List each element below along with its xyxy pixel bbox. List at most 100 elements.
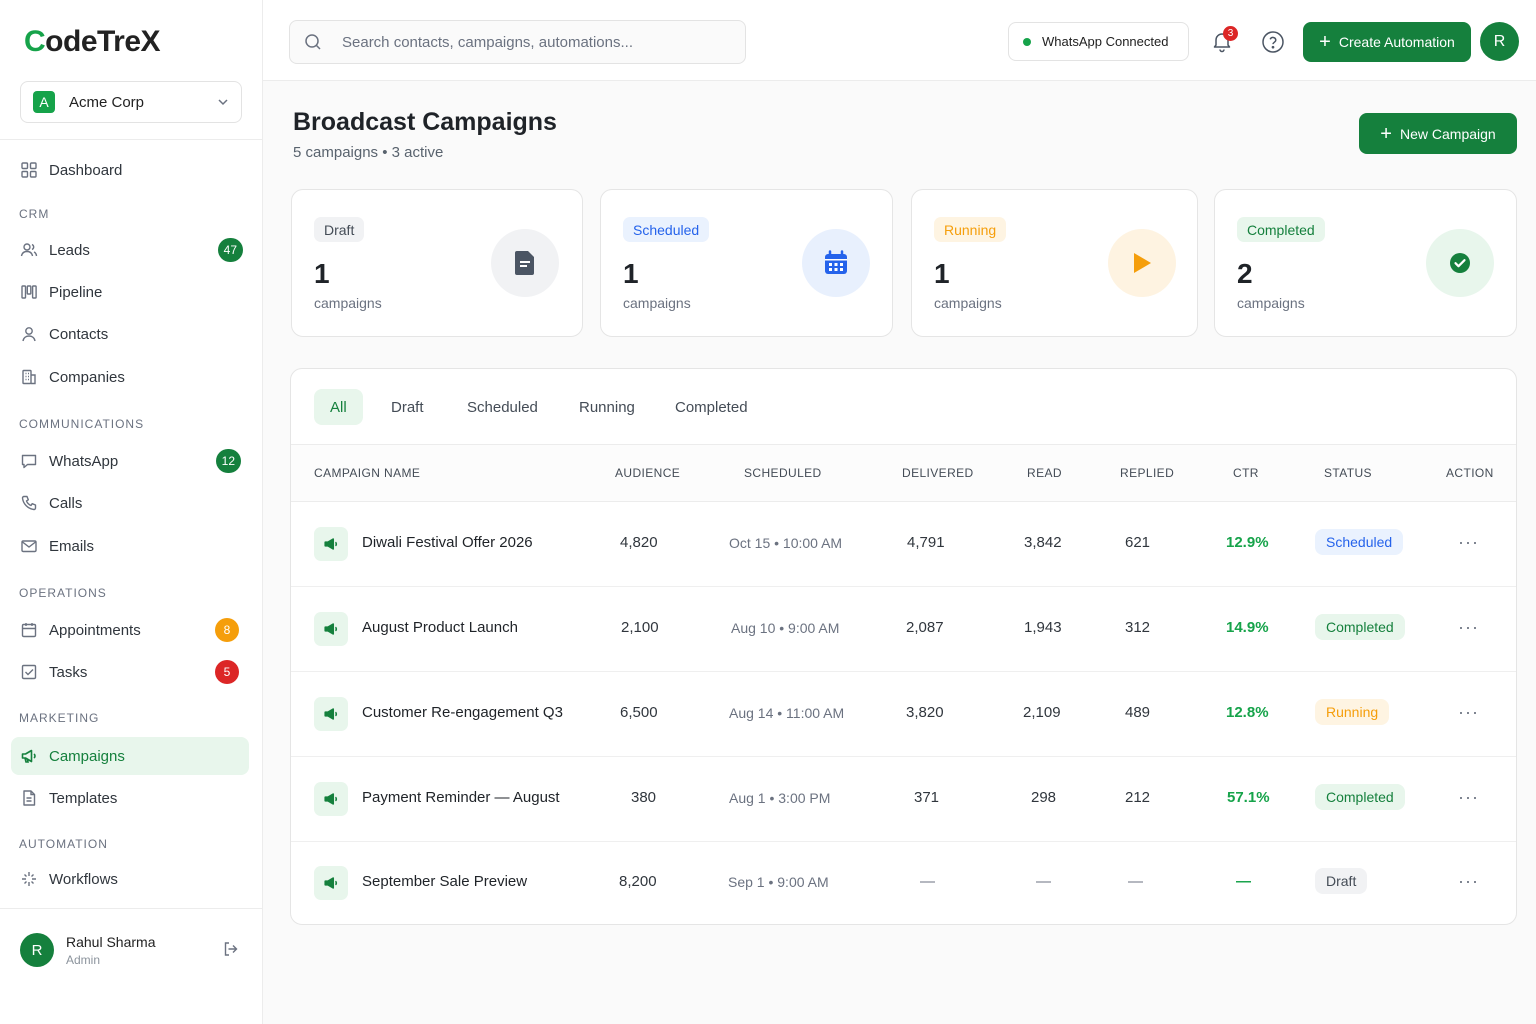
search-box[interactable] <box>289 20 746 64</box>
campaign-name[interactable]: Customer Re-engagement Q3 <box>362 704 563 721</box>
sidebar-item-pipeline[interactable]: Pipeline <box>11 273 249 311</box>
more-icon[interactable]: ··· <box>1458 532 1479 552</box>
table-row[interactable]: September Sale Preview 8,200 Sep 1 • 9:0… <box>291 842 1516 924</box>
audience-value: 4,820 <box>620 534 658 551</box>
sidebar-item-label: Contacts <box>49 325 109 343</box>
stat-label: campaigns <box>934 295 1002 311</box>
avatar[interactable]: R <box>1480 22 1519 61</box>
search-input[interactable] <box>342 33 722 51</box>
logout-icon[interactable] <box>222 940 240 963</box>
sidebar-item-label: Tasks <box>49 663 88 681</box>
sidebar-item-label: Calls <box>49 494 83 512</box>
whatsapp-status[interactable]: WhatsApp Connected <box>1008 22 1189 61</box>
notifications-button[interactable]: 3 <box>1210 26 1238 58</box>
megaphone-icon <box>20 747 38 765</box>
column-header: ACTION <box>1446 466 1494 480</box>
sidebar-item-label: Companies <box>49 368 125 386</box>
sidebar-item-leads[interactable]: Leads 47 <box>11 231 249 269</box>
section-label-crm: CRM <box>19 207 50 221</box>
campaign-name[interactable]: September Sale Preview <box>362 873 528 890</box>
tab-all[interactable]: All <box>314 389 363 425</box>
stat-card-draft[interactable]: Draft 1 campaigns <box>291 189 583 337</box>
sidebar-item-dashboard[interactable]: Dashboard <box>11 151 249 189</box>
column-header[interactable]: STATUS <box>1324 466 1372 480</box>
org-name: Acme Corp <box>69 93 145 111</box>
column-header[interactable]: SCHEDULED <box>744 466 822 480</box>
checkbox-icon <box>20 663 38 681</box>
scheduled-value: Aug 10 • 9:00 AM <box>731 620 840 636</box>
help-button[interactable] <box>1261 30 1285 59</box>
sidebar-item-calls[interactable]: Calls <box>11 484 249 522</box>
sidebar-item-label: Leads <box>49 241 90 259</box>
campaign-name[interactable]: August Product Launch <box>362 619 518 636</box>
column-header[interactable]: AUDIENCE <box>615 466 681 480</box>
building-icon <box>20 368 38 386</box>
calendar-icon <box>802 229 870 297</box>
column-header[interactable]: CAMPAIGN NAME <box>314 466 421 480</box>
campaign-name[interactable]: Payment Reminder — August <box>362 789 560 806</box>
user-profile[interactable]: R Rahul Sharma Admin <box>20 930 244 970</box>
table-row[interactable]: Diwali Festival Offer 2026 4,820 Oct 15 … <box>291 502 1516 587</box>
notification-badge: 3 <box>1223 26 1238 41</box>
table-row[interactable]: Customer Re-engagement Q3 6,500 Aug 14 •… <box>291 672 1516 757</box>
sidebar-item-appointments[interactable]: Appointments 8 <box>11 611 249 649</box>
table-row[interactable]: August Product Launch 2,100 Aug 10 • 9:0… <box>291 587 1516 672</box>
sidebar-item-tasks[interactable]: Tasks 5 <box>11 653 249 691</box>
sidebar-item-companies[interactable]: Companies <box>11 358 249 396</box>
tab-scheduled[interactable]: Scheduled <box>467 398 538 416</box>
replied-value: 212 <box>1125 789 1151 806</box>
ctr-value: 14.9% <box>1226 619 1269 636</box>
more-icon[interactable]: ··· <box>1458 871 1479 891</box>
megaphone-icon <box>314 527 348 561</box>
more-icon[interactable]: ··· <box>1458 617 1479 637</box>
phone-icon <box>20 494 38 512</box>
more-icon[interactable]: ··· <box>1458 702 1479 722</box>
tab-draft[interactable]: Draft <box>391 398 424 416</box>
org-switcher[interactable]: A Acme Corp <box>20 81 242 123</box>
table-row[interactable]: Payment Reminder — August 380 Aug 1 • 3:… <box>291 757 1516 842</box>
status-badge: Running <box>1315 699 1390 725</box>
whatsapp-status-label: WhatsApp Connected <box>1042 34 1169 49</box>
tab-completed[interactable]: Completed <box>675 398 748 416</box>
delivered-value: 4,791 <box>907 534 945 551</box>
status-badge: Scheduled <box>623 217 710 242</box>
column-header[interactable]: REPLIED <box>1120 466 1175 480</box>
sidebar-item-label: Dashboard <box>49 161 123 179</box>
sidebar-item-templates[interactable]: Templates <box>11 779 249 817</box>
new-campaign-button[interactable]: + New Campaign <box>1359 113 1517 154</box>
chat-icon <box>20 452 38 470</box>
leads-count-badge: 47 <box>217 238 243 262</box>
create-automation-button[interactable]: + Create Automation <box>1303 22 1471 62</box>
replied-value: — <box>1128 873 1143 890</box>
more-icon[interactable]: ··· <box>1458 787 1479 807</box>
ctr-value: 12.8% <box>1226 704 1269 721</box>
stat-label: campaigns <box>1237 295 1305 311</box>
delivered-value: 2,087 <box>906 619 944 636</box>
stat-card-running[interactable]: Running 1 campaigns <box>911 189 1198 337</box>
status-dot <box>1023 37 1031 46</box>
column-header[interactable]: DELIVERED <box>902 466 974 480</box>
stat-count: 1 <box>314 258 330 289</box>
column-header[interactable]: CTR <box>1233 466 1259 480</box>
sidebar-item-campaigns[interactable]: Campaigns <box>11 737 249 775</box>
status-badge: Draft <box>314 217 365 242</box>
ctr-value: 57.1% <box>1227 789 1270 806</box>
help-icon <box>1262 31 1284 53</box>
user-icon <box>20 325 38 343</box>
stat-card-scheduled[interactable]: Scheduled 1 campaigns <box>600 189 893 337</box>
sidebar-item-whatsapp[interactable]: WhatsApp 12 <box>11 442 249 480</box>
delivered-value: 3,820 <box>906 704 944 721</box>
filter-tabs: All Draft Scheduled Running Completed <box>291 369 1516 445</box>
stat-card-completed[interactable]: Completed 2 campaigns <box>1214 189 1517 337</box>
sidebar-item-workflows[interactable]: Workflows <box>11 860 249 898</box>
sidebar-item-emails[interactable]: Emails <box>11 527 249 565</box>
sidebar-item-contacts[interactable]: Contacts <box>11 315 249 353</box>
column-header[interactable]: READ <box>1027 466 1062 480</box>
sidebar-item-label: Campaigns <box>49 747 125 765</box>
tab-running[interactable]: Running <box>579 398 635 416</box>
stat-label: campaigns <box>623 295 691 311</box>
campaign-name[interactable]: Diwali Festival Offer 2026 <box>362 534 533 551</box>
section-label-operations: OPERATIONS <box>19 586 107 600</box>
page-subtitle: 5 campaigns • 3 active <box>293 144 444 161</box>
